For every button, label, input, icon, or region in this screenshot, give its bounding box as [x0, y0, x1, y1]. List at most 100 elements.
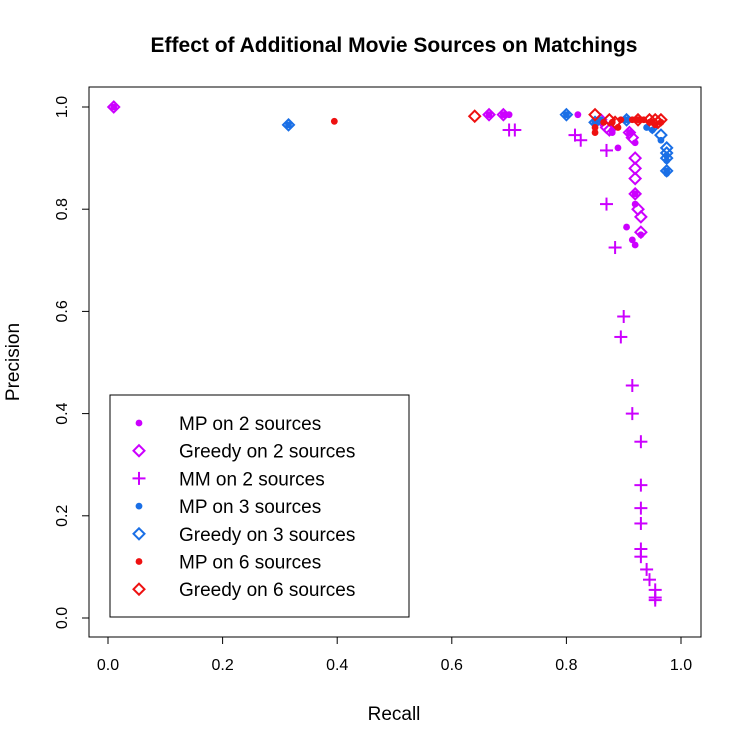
data-point: [633, 225, 648, 240]
data-point: [631, 190, 639, 198]
data-point: [563, 111, 570, 119]
data-point: [608, 115, 623, 130]
x-tick-label: 0.6: [441, 657, 463, 674]
legend-label: MP on 2 sources: [179, 414, 321, 435]
data-point: [508, 123, 522, 137]
data-point: [588, 107, 602, 122]
legend-marker: [132, 443, 146, 458]
series-greedy-on-2-sources: [106, 100, 648, 240]
legend-entry: Greedy on 6 sources: [132, 580, 355, 601]
data-point: [614, 144, 622, 152]
data-point: [600, 197, 614, 211]
legend-marker: [132, 471, 146, 485]
legend-label: MP on 3 sources: [179, 497, 321, 518]
data-point: [642, 573, 656, 587]
x-axis: 0.0 0.2 0.4 0.6 0.8 1.0: [97, 636, 692, 674]
legend-label: Greedy on 6 sources: [179, 580, 355, 601]
data-point: [625, 130, 640, 145]
legend-entry: Greedy on 2 sources: [132, 442, 355, 463]
data-point: [106, 100, 121, 114]
data-point: [659, 163, 674, 178]
data-point: [285, 121, 292, 129]
y-tick-label: 0.4: [54, 402, 71, 424]
data-point: [631, 241, 639, 249]
x-tick-label: 0.0: [97, 657, 119, 674]
data-point: [628, 171, 643, 186]
data-point: [574, 111, 582, 119]
data-point: [281, 117, 296, 132]
data-point: [651, 115, 665, 130]
x-tick-label: 0.2: [211, 657, 233, 674]
x-tick-label: 0.4: [326, 657, 348, 674]
data-point: [600, 143, 614, 157]
legend-label: MM on 2 sources: [179, 469, 325, 490]
data-point: [634, 550, 648, 564]
data-point: [623, 116, 630, 124]
legend-marker: [132, 582, 146, 597]
data-point: [634, 516, 648, 530]
data-point: [631, 112, 645, 127]
data-point: [659, 146, 674, 160]
x-tick-label: 0.8: [555, 657, 577, 674]
data-point: [591, 118, 599, 126]
legend-entry: MP on 2 sources: [135, 414, 321, 435]
data-point: [659, 151, 674, 166]
data-point: [634, 116, 642, 124]
y-axis: 0.0 0.2 0.4 0.6 0.8 1.0: [54, 96, 90, 629]
legend-entry: MM on 2 sources: [132, 469, 325, 490]
y-tick-label: 0.2: [54, 505, 71, 527]
data-point: [559, 107, 574, 122]
data-point: [602, 123, 617, 137]
legend-label: Greedy on 3 sources: [179, 525, 355, 546]
data-point: [648, 593, 662, 607]
data-point: [499, 111, 507, 119]
y-tick-label: 0.6: [54, 300, 71, 322]
data-point: [467, 109, 482, 124]
data-point: [623, 223, 630, 231]
data-point: [654, 128, 668, 143]
data-point: [482, 107, 496, 122]
data-point: [591, 124, 599, 131]
data-point: [634, 478, 648, 492]
legend-marker: [135, 419, 143, 427]
legend-marker: [135, 502, 143, 510]
legend-marker: [132, 526, 146, 541]
data-point: [634, 435, 648, 449]
legend-marker: [135, 558, 143, 565]
data-point: [496, 107, 511, 122]
y-tick-label: 0.8: [54, 198, 71, 220]
data-point: [608, 241, 622, 255]
data-point: [485, 111, 493, 119]
x-axis-label: Recall: [368, 704, 421, 725]
y-axis-label: Precision: [3, 323, 24, 401]
data-point: [614, 330, 628, 344]
data-point: [330, 117, 338, 125]
data-point: [640, 562, 654, 576]
data-point: [591, 129, 599, 136]
legend-entry: Greedy on 3 sources: [132, 525, 355, 546]
series-greedy-on-6-sources: [467, 107, 668, 130]
data-point: [110, 103, 118, 111]
data-point: [628, 236, 636, 244]
data-point: [628, 186, 643, 201]
legend-entry: MP on 6 sources: [135, 553, 321, 574]
legend-label: Greedy on 2 sources: [179, 442, 355, 463]
series-mm-on-2-sources: [502, 123, 662, 607]
y-tick-label: 1.0: [54, 96, 71, 118]
legend-label: MP on 6 sources: [179, 553, 321, 574]
series-mp-on-2-sources: [110, 103, 645, 249]
data-point: [625, 407, 639, 421]
chart-title: Effect of Additional Movie Sources on Ma…: [151, 34, 638, 57]
legend-box: [109, 394, 410, 618]
legend: MP on 2 sources Greedy on 2 sources MM on …: [109, 394, 410, 618]
data-point: [574, 133, 588, 147]
data-point: [625, 378, 639, 392]
y-tick-label: 0.0: [54, 607, 71, 629]
data-point: [654, 112, 668, 127]
data-points: [106, 100, 674, 607]
x-tick-label: 1.0: [670, 657, 692, 674]
data-point: [642, 112, 657, 127]
data-point: [622, 125, 637, 140]
legend-entry: MP on 3 sources: [135, 497, 321, 518]
